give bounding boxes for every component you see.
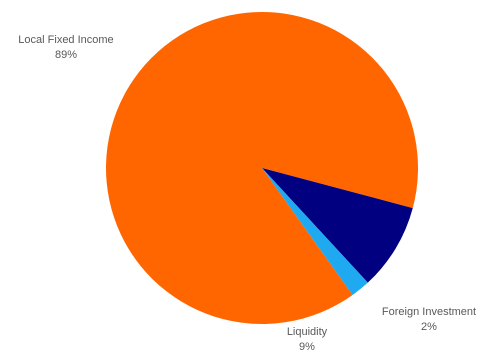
slice-label-percent: 9% — [299, 341, 315, 353]
pie-slice-foreign-investment — [262, 168, 368, 296]
slice-label-name: Liquidity — [287, 326, 328, 338]
pie-slice-liquidity — [262, 168, 413, 283]
slice-label-name: Local Fixed Income — [18, 34, 113, 46]
pie-labels: Local Fixed Income 89% Liquidity 9% Foreign … — [18, 34, 476, 353]
pie-slices — [106, 11, 419, 325]
slice-label-name: Foreign Investment — [382, 306, 476, 318]
slice-label-percent: 2% — [421, 321, 437, 333]
slice-label-percent: 89% — [55, 49, 77, 61]
